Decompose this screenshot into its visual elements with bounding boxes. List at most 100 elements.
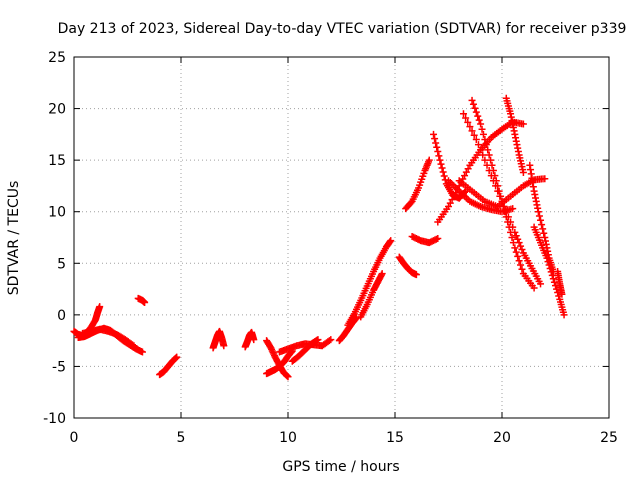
- data-point: [477, 120, 485, 128]
- data-point: [530, 284, 538, 292]
- data-point: [514, 252, 522, 260]
- data-point: [540, 229, 548, 237]
- data-point: [220, 342, 228, 350]
- data-point: [472, 136, 480, 144]
- data-point: [507, 228, 515, 236]
- data-point: [173, 353, 181, 361]
- data-point: [431, 135, 439, 143]
- data-point: [441, 176, 449, 184]
- data-point: [459, 110, 467, 118]
- data-point: [472, 108, 480, 116]
- data-point: [509, 239, 517, 247]
- data-point: [481, 136, 489, 144]
- data-point: [514, 235, 522, 243]
- data-point: [475, 116, 483, 124]
- data-point: [512, 232, 520, 240]
- x-axis-label: GPS time / hours: [282, 459, 399, 475]
- chart-title: Day 213 of 2023, Sidereal Day-to-day VTE…: [58, 21, 627, 37]
- x-tick-label: 15: [386, 430, 404, 446]
- data-point: [508, 234, 516, 241]
- data-points: [70, 94, 568, 381]
- series-arc-15: [395, 253, 420, 279]
- data-point: [138, 348, 146, 356]
- data-point: [534, 208, 542, 216]
- data-point: [494, 182, 502, 190]
- y-tick-label: 15: [48, 153, 66, 169]
- x-tick-labels: 0 5 10 15 20 25: [70, 430, 618, 446]
- data-point: [505, 223, 513, 231]
- data-point: [433, 143, 441, 151]
- x-tick-label: 10: [279, 430, 297, 446]
- series-arc-18: [430, 130, 470, 202]
- x-tick-label: 0: [70, 430, 79, 446]
- data-point: [504, 218, 512, 226]
- series-arc-11: [288, 336, 322, 365]
- data-point: [250, 336, 258, 344]
- data-point: [502, 213, 510, 221]
- data-point: [378, 270, 386, 278]
- data-point: [537, 216, 545, 224]
- data-point: [537, 280, 545, 288]
- data-point: [466, 123, 474, 131]
- data-point: [482, 141, 490, 149]
- data-point: [497, 192, 505, 200]
- series-arc-14: [357, 270, 386, 321]
- x-tick-label: 5: [177, 430, 186, 446]
- y-tick-label: 0: [57, 308, 66, 324]
- data-point: [477, 146, 485, 154]
- data-point: [511, 244, 519, 252]
- data-point: [479, 151, 487, 159]
- y-tick-label: 25: [48, 50, 66, 66]
- data-point: [432, 139, 440, 147]
- data-point: [469, 100, 477, 108]
- grid-lines: [74, 57, 609, 418]
- data-point: [130, 342, 138, 350]
- data-point: [412, 271, 420, 279]
- data-point: [547, 268, 555, 276]
- data-point: [517, 242, 525, 250]
- data-point: [435, 152, 443, 160]
- data-point: [546, 264, 554, 272]
- data-point: [478, 125, 486, 133]
- data-point: [314, 336, 322, 344]
- data-point: [438, 164, 446, 172]
- series-arc-16: [402, 156, 433, 213]
- data-point: [515, 257, 523, 265]
- data-point: [519, 169, 527, 177]
- data-point: [96, 303, 104, 311]
- data-point: [284, 373, 292, 381]
- data-point: [517, 261, 525, 269]
- series-arc-27: [554, 268, 566, 298]
- data-point: [518, 246, 526, 254]
- series-arc-13: [344, 237, 395, 329]
- plot-frame: [73, 56, 610, 419]
- series-arc-3: [79, 325, 138, 350]
- series-arc-5: [156, 353, 181, 379]
- data-point: [549, 275, 557, 283]
- data-point: [501, 208, 509, 216]
- data-point: [512, 248, 520, 256]
- y-tick-label: 5: [57, 256, 66, 272]
- data-point: [545, 261, 553, 269]
- data-point: [539, 225, 547, 233]
- data-point: [488, 161, 496, 169]
- data-point: [470, 131, 478, 139]
- series-arc-26: [530, 223, 568, 319]
- data-point: [519, 120, 527, 128]
- series-arc-24: [502, 94, 527, 177]
- data-point: [560, 311, 568, 319]
- data-point: [544, 258, 552, 266]
- data-point: [141, 298, 149, 306]
- data-point: [439, 168, 447, 176]
- data-point: [518, 265, 526, 273]
- data-point: [437, 160, 445, 168]
- data-point: [474, 112, 482, 120]
- data-point: [440, 172, 448, 180]
- y-axis-label: SDTVAR / TECUs: [6, 181, 22, 296]
- data-point: [479, 130, 487, 138]
- data-point: [487, 156, 495, 164]
- data-point: [492, 177, 500, 185]
- data-point: [535, 212, 543, 220]
- x-tick-label: 25: [600, 430, 618, 446]
